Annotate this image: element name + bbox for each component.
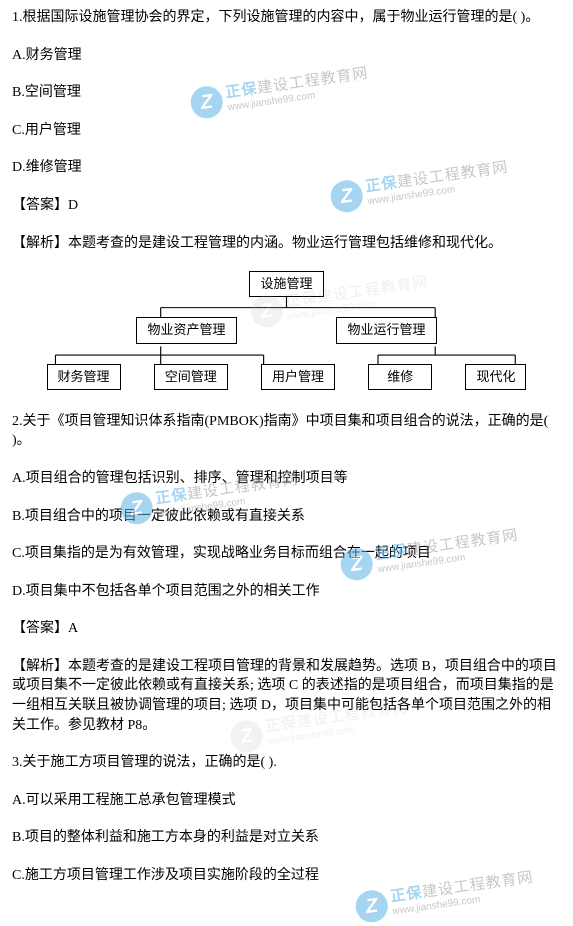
q3-option-b: B.项目的整体利益和施工方本身的利益是对立关系	[12, 828, 561, 848]
q3-stem: 3.关于施工方项目管理的说法，正确的是( ).	[12, 753, 561, 773]
diagram-leaf-5: 现代化	[465, 364, 526, 390]
diagram-leaf-4: 维修	[368, 364, 432, 390]
q3-option-a: A.可以采用工程施工总承包管理模式	[12, 791, 561, 811]
q2-stem: 2.关于《项目管理知识体系指南(PMBOK)指南》中项目集和项目组合的说法，正确…	[12, 412, 561, 451]
q3-option-c: C.施工方项目管理工作涉及项目实施阶段的全过程	[12, 866, 561, 886]
facility-management-diagram: 设施管理 物业资产管理 物业运行管理 财务管理 空间管理 用户管理 维修 现代化	[12, 271, 561, 390]
diagram-mid-left: 物业资产管理	[136, 317, 236, 343]
diagram-mid-right: 物业运行管理	[336, 317, 436, 343]
q2-option-c: C.项目集指的是为有效管理，实现战略业务目标而组合在一起的项目	[12, 544, 561, 564]
q1-stem: 1.根据国际设施管理协会的界定，下列设施管理的内容中，属于物业运行管理的是( )…	[12, 8, 561, 28]
q1-option-d: D.维修管理	[12, 158, 561, 178]
q2-option-a: A.项目组合的管理包括识别、排序、管理和控制项目等	[12, 469, 561, 489]
q1-option-b: B.空间管理	[12, 83, 561, 103]
q1-analysis: 【解析】本题考查的是建设工程管理的内涵。物业运行管理包括维修和现代化。	[12, 234, 561, 254]
q1-answer: 【答案】D	[12, 196, 561, 216]
q1-option-c: C.用户管理	[12, 121, 561, 141]
q2-answer: 【答案】A	[12, 619, 561, 639]
diagram-leaf-1: 财务管理	[47, 364, 121, 390]
q2-option-b: B.项目组合中的项目一定彼此依赖或有直接关系	[12, 507, 561, 527]
q2-analysis: 【解析】本题考查的是建设工程项目管理的背景和发展趋势。选项 B，项目组合中的项目…	[12, 657, 561, 735]
q2-option-d: D.项目集中不包括各单个项目范围之外的相关工作	[12, 582, 561, 602]
diagram-root: 设施管理	[249, 271, 323, 297]
q1-option-a: A.财务管理	[12, 46, 561, 66]
diagram-leaf-2: 空间管理	[154, 364, 228, 390]
diagram-leaf-3: 用户管理	[261, 364, 335, 390]
watermark-logo-icon: Z	[354, 888, 390, 924]
